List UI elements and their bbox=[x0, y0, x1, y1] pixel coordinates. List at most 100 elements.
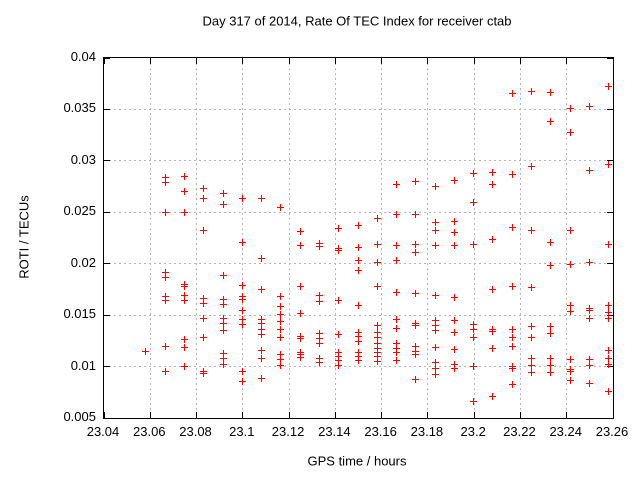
data-point bbox=[566, 376, 574, 384]
gridline-vertical bbox=[566, 58, 568, 418]
gridline-vertical bbox=[381, 58, 383, 418]
data-point bbox=[277, 302, 285, 310]
data-point bbox=[180, 187, 188, 195]
x-tick-label: 23.08 bbox=[179, 424, 212, 439]
data-point bbox=[412, 211, 420, 219]
data-point bbox=[450, 360, 458, 368]
data-point bbox=[258, 347, 266, 355]
data-point bbox=[238, 316, 246, 324]
data-point bbox=[450, 228, 458, 236]
data-point bbox=[470, 362, 478, 370]
data-point bbox=[566, 105, 574, 113]
data-point bbox=[296, 310, 304, 318]
data-point bbox=[315, 243, 323, 251]
data-point bbox=[180, 173, 188, 181]
gridline-vertical bbox=[242, 58, 244, 418]
data-point bbox=[508, 171, 516, 179]
data-point bbox=[180, 335, 188, 343]
tick-mark bbox=[607, 263, 613, 265]
data-point bbox=[450, 242, 458, 250]
y-tick-label: 0.04 bbox=[70, 49, 96, 64]
data-point bbox=[219, 295, 227, 303]
data-point bbox=[566, 260, 574, 268]
data-point bbox=[315, 334, 323, 342]
data-point bbox=[393, 345, 401, 353]
data-point bbox=[161, 174, 169, 182]
data-point bbox=[566, 367, 574, 375]
data-point bbox=[431, 359, 439, 367]
data-point bbox=[277, 318, 285, 326]
data-point bbox=[585, 103, 593, 111]
data-point bbox=[238, 367, 246, 375]
data-point bbox=[238, 194, 246, 202]
data-point bbox=[393, 288, 401, 296]
data-point bbox=[335, 296, 343, 304]
data-point bbox=[180, 362, 188, 370]
tick-mark bbox=[566, 412, 568, 418]
data-point bbox=[335, 357, 343, 365]
data-point bbox=[412, 178, 420, 186]
data-point bbox=[219, 300, 227, 308]
x-tick-label: 23.22 bbox=[503, 424, 536, 439]
data-point bbox=[585, 380, 593, 388]
data-point bbox=[161, 274, 169, 282]
tick-mark bbox=[381, 58, 383, 64]
data-point bbox=[528, 163, 536, 171]
data-point bbox=[489, 169, 497, 177]
data-point bbox=[277, 325, 285, 333]
gridline-horizontal bbox=[104, 108, 613, 110]
data-point bbox=[335, 247, 343, 255]
data-point bbox=[354, 266, 362, 274]
tick-mark bbox=[607, 417, 613, 419]
data-point bbox=[431, 291, 439, 299]
data-point bbox=[373, 353, 381, 361]
data-point bbox=[412, 322, 420, 330]
data-point bbox=[605, 360, 613, 368]
data-point bbox=[566, 226, 574, 234]
data-point bbox=[373, 333, 381, 341]
data-point bbox=[315, 291, 323, 299]
data-point bbox=[238, 378, 246, 385]
data-point bbox=[142, 348, 150, 356]
data-point bbox=[161, 367, 169, 375]
data-point bbox=[547, 329, 555, 337]
data-point bbox=[450, 293, 458, 301]
tick-mark bbox=[149, 412, 151, 418]
data-point bbox=[431, 317, 439, 325]
data-point bbox=[258, 194, 266, 202]
data-point bbox=[296, 283, 304, 291]
x-tick-label: 23.14 bbox=[318, 424, 351, 439]
data-point bbox=[238, 282, 246, 290]
data-point bbox=[200, 226, 208, 234]
data-point bbox=[489, 393, 497, 401]
data-point bbox=[373, 349, 381, 357]
data-point bbox=[277, 204, 285, 212]
data-point bbox=[605, 388, 613, 396]
tick-mark bbox=[196, 58, 198, 64]
data-point bbox=[315, 359, 323, 367]
tick-mark bbox=[612, 412, 614, 418]
data-point bbox=[566, 301, 574, 309]
data-point bbox=[393, 339, 401, 347]
data-point bbox=[508, 381, 516, 389]
data-point bbox=[489, 236, 497, 244]
data-point bbox=[566, 129, 574, 137]
gridline-horizontal bbox=[104, 366, 613, 368]
y-tick-label: 0.005 bbox=[63, 409, 96, 424]
data-point bbox=[219, 350, 227, 358]
data-point bbox=[296, 227, 304, 235]
data-point bbox=[354, 256, 362, 264]
data-point bbox=[258, 316, 266, 324]
tick-mark bbox=[104, 417, 110, 419]
data-point bbox=[393, 357, 401, 365]
tick-mark bbox=[607, 160, 613, 162]
gridline-horizontal bbox=[104, 314, 613, 316]
data-point bbox=[450, 328, 458, 336]
data-point bbox=[605, 160, 613, 168]
tick-mark bbox=[104, 57, 110, 59]
data-point bbox=[605, 241, 613, 249]
data-point bbox=[450, 177, 458, 185]
data-point bbox=[219, 315, 227, 323]
data-point bbox=[547, 355, 555, 363]
data-point bbox=[566, 356, 574, 364]
